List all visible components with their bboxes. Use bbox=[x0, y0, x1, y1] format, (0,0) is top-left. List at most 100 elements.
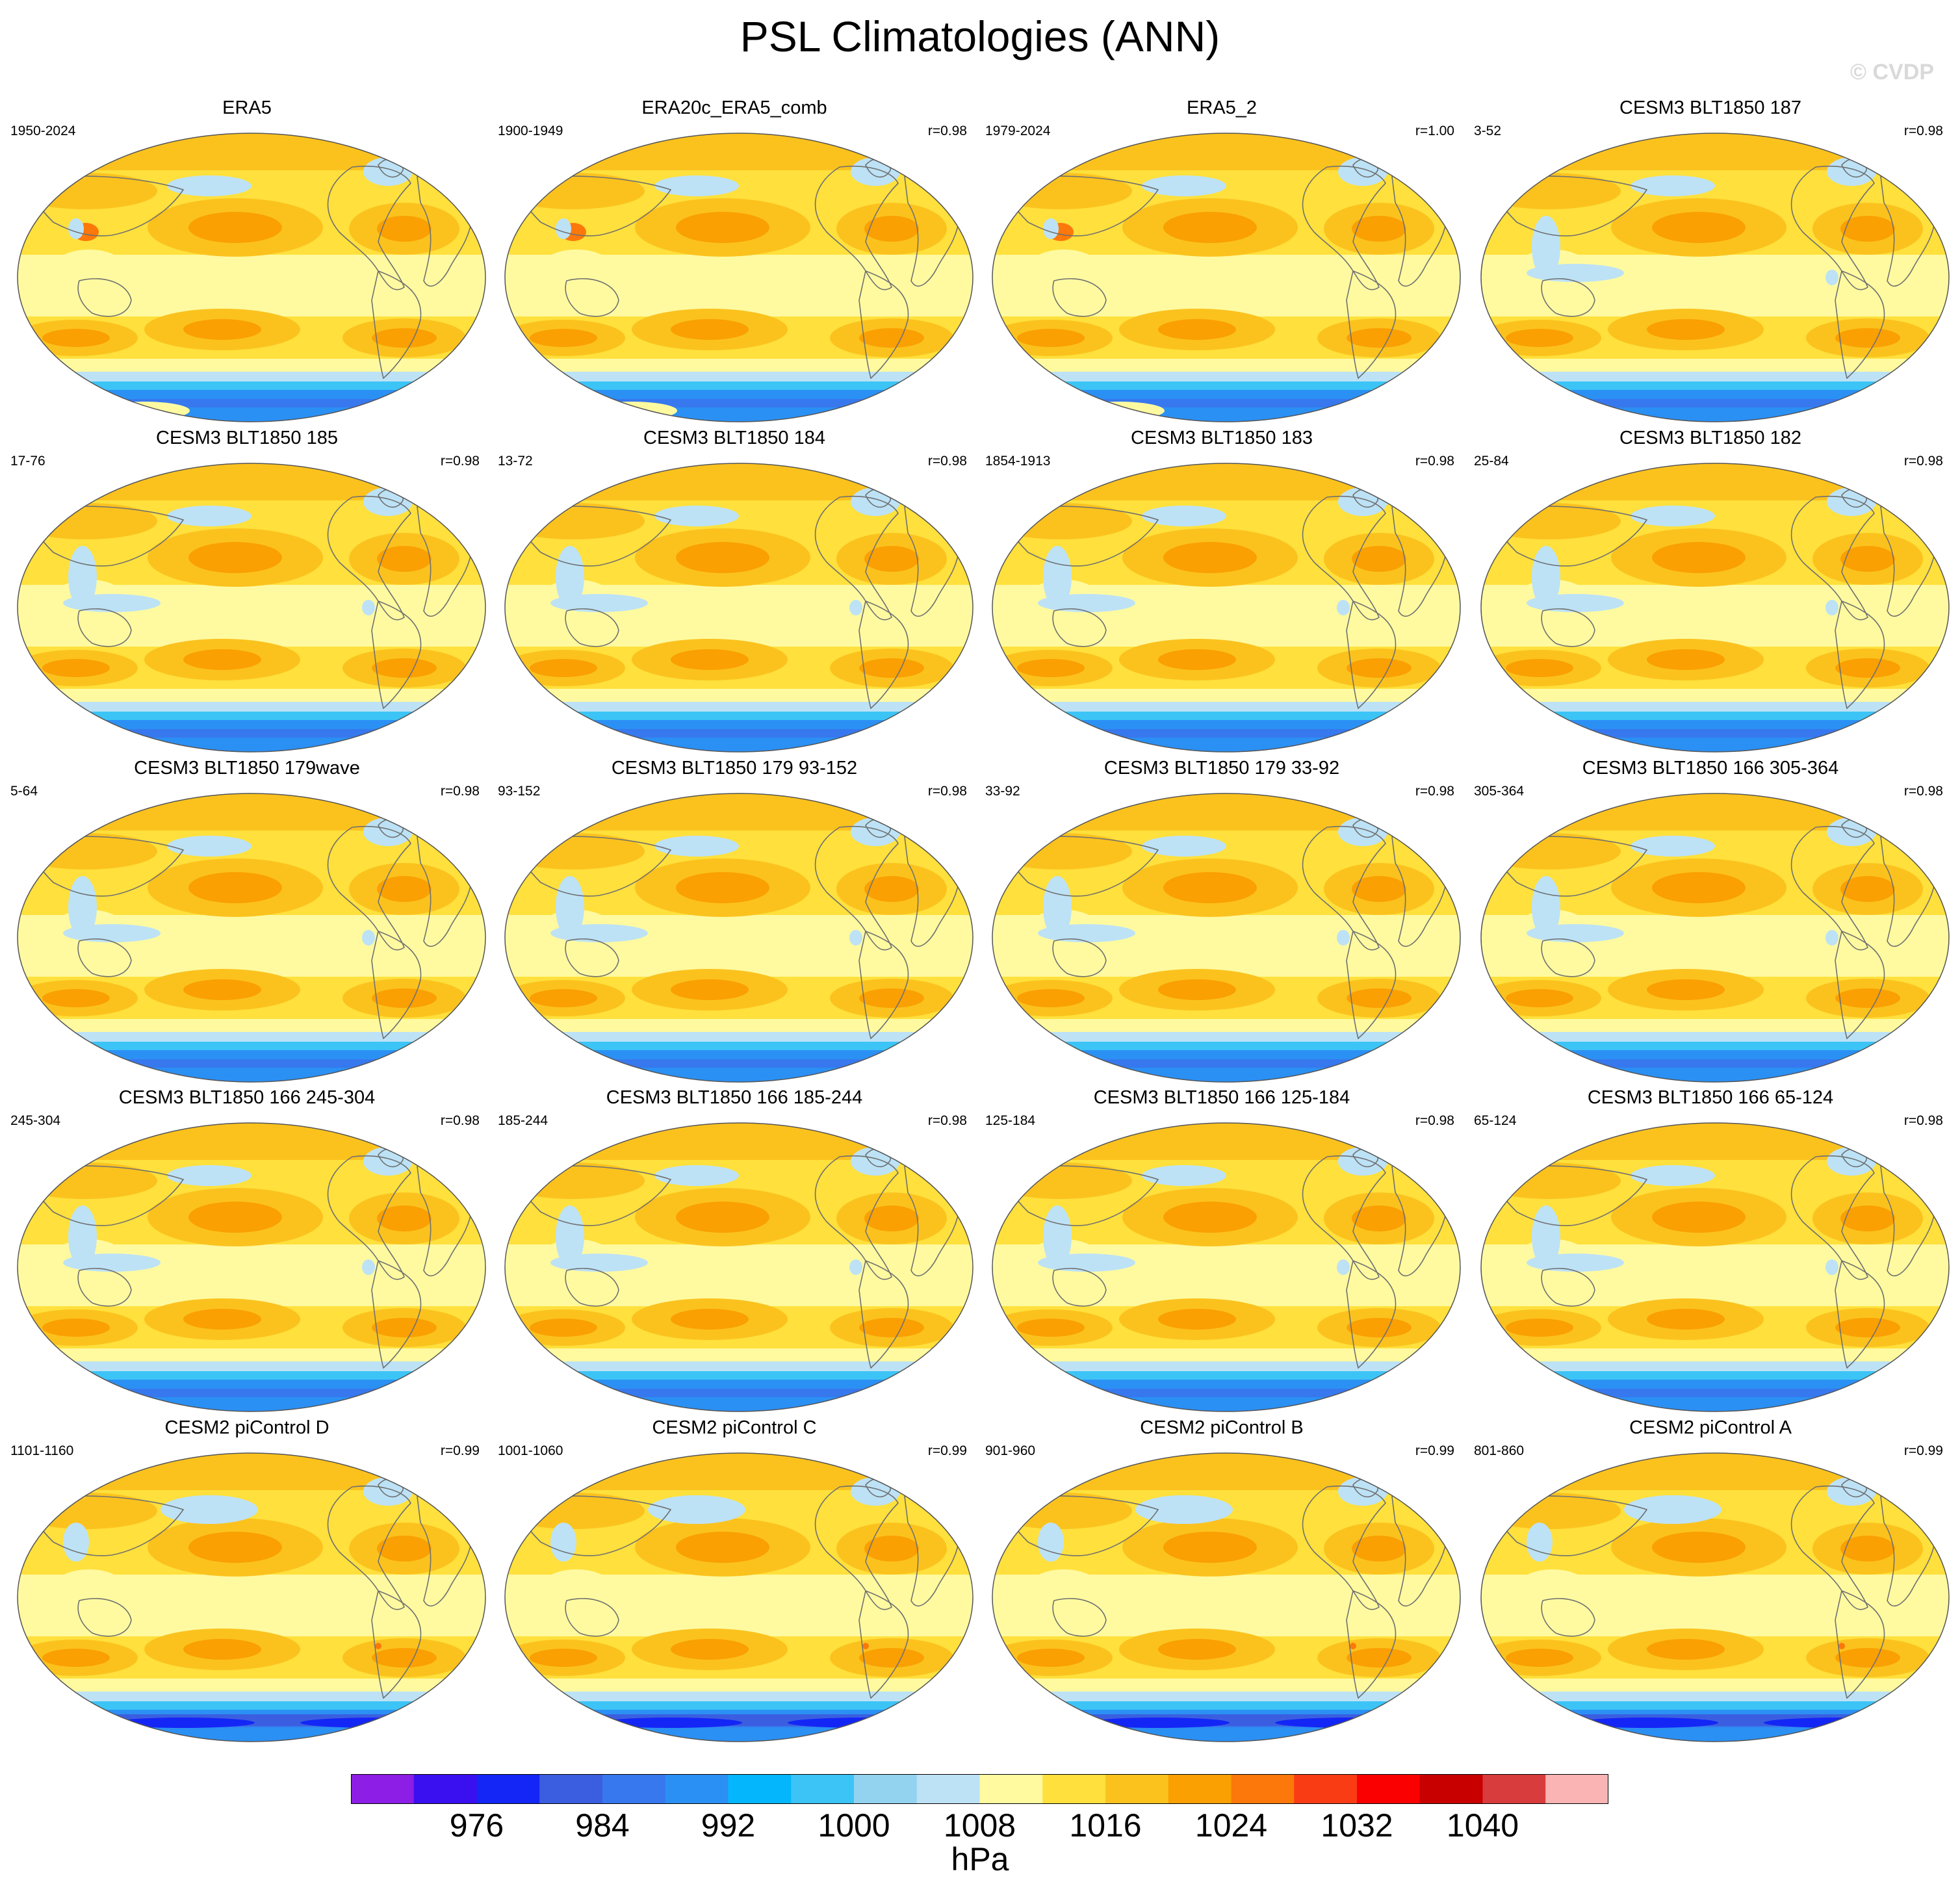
colorbar-tick-label: 984 bbox=[575, 1807, 630, 1844]
map-border bbox=[992, 1452, 1461, 1742]
psl-contour-region bbox=[1017, 1319, 1085, 1337]
psl-contour-region bbox=[1835, 1318, 1900, 1337]
coastline bbox=[1346, 270, 1397, 380]
coastline bbox=[858, 270, 909, 380]
psl-contour-region bbox=[1038, 594, 1135, 612]
psl-band bbox=[1481, 1692, 1949, 1701]
psl-band bbox=[992, 1692, 1460, 1701]
psl-contour-region bbox=[859, 658, 924, 678]
psl-contour-region bbox=[1337, 930, 1350, 946]
psl-contour-region bbox=[505, 173, 645, 209]
map-border bbox=[1480, 793, 1950, 1083]
psl-field bbox=[1481, 133, 1949, 422]
psl-contour-region bbox=[42, 329, 110, 347]
psl-contour-region bbox=[372, 1318, 437, 1337]
psl-contour-region bbox=[992, 173, 1132, 209]
panel-correlation: r=0.98 bbox=[1415, 784, 1454, 799]
psl-contour-region bbox=[862, 1643, 869, 1649]
psl-band bbox=[992, 702, 1460, 712]
panel-title: CESM2 piControl C bbox=[652, 1417, 817, 1438]
psl-contour-region bbox=[676, 542, 769, 573]
psl-contour-region bbox=[1350, 1643, 1356, 1649]
panel-title: CESM2 piControl B bbox=[1140, 1417, 1304, 1438]
psl-contour-region bbox=[188, 1532, 282, 1563]
psl-contour-region bbox=[541, 250, 612, 286]
colorbar-box bbox=[1231, 1774, 1295, 1804]
psl-band bbox=[505, 793, 973, 831]
robinson-map bbox=[992, 793, 1461, 1083]
map-panel: CESM3 BLT1850 179wave 5-64 r=0.98 bbox=[6, 758, 487, 1083]
coastline bbox=[327, 1155, 411, 1280]
psl-contour-region bbox=[1163, 1532, 1257, 1563]
map-panel: ERA20c_ERA5_comb 1900-1949 r=0.98 bbox=[494, 97, 975, 422]
psl-band bbox=[1481, 1389, 1949, 1397]
panel-period: 185-244 bbox=[498, 1113, 548, 1128]
coastline bbox=[1835, 600, 1885, 710]
psl-contour-region bbox=[849, 1259, 862, 1275]
panel-title: CESM3 BLT1850 183 bbox=[1131, 428, 1313, 448]
psl-band bbox=[18, 463, 485, 500]
panel-correlation: r=0.98 bbox=[1903, 123, 1943, 138]
psl-contour-region bbox=[1825, 600, 1838, 615]
panel-correlation: r=0.98 bbox=[927, 784, 967, 799]
psl-contour-region bbox=[505, 833, 645, 869]
map-panel: CESM3 BLT1850 187 3-52 r=0.98 bbox=[1470, 97, 1951, 422]
psl-contour-region bbox=[1652, 1202, 1746, 1233]
panel-period: 33-92 bbox=[985, 784, 1020, 799]
coastline bbox=[1302, 825, 1386, 951]
psl-contour-region bbox=[1338, 1477, 1387, 1506]
psl-contour-region bbox=[1647, 319, 1725, 340]
psl-contour-region bbox=[1652, 872, 1746, 903]
coastline bbox=[1052, 938, 1107, 977]
robinson-map bbox=[17, 1452, 486, 1742]
psl-band bbox=[1481, 1042, 1949, 1050]
psl-band bbox=[18, 1692, 485, 1701]
panel-correlation: r=0.99 bbox=[440, 1443, 480, 1458]
psl-band bbox=[1481, 1679, 1949, 1692]
psl-contour-region bbox=[1827, 818, 1876, 846]
psl-contour-region bbox=[1074, 402, 1165, 420]
psl-contour-region bbox=[1624, 1495, 1721, 1524]
psl-contour-region bbox=[1652, 1532, 1746, 1563]
colorbar-box bbox=[1105, 1774, 1169, 1804]
psl-band bbox=[992, 1050, 1460, 1059]
psl-band bbox=[18, 399, 485, 407]
coastline bbox=[327, 165, 411, 290]
psl-contour-region bbox=[1827, 487, 1876, 516]
robinson-map bbox=[1480, 1452, 1950, 1742]
map-panel: CESM3 BLT1850 179 33-92 33-92 r=0.98 bbox=[981, 758, 1462, 1083]
map-border bbox=[17, 1122, 486, 1412]
coastline bbox=[514, 1165, 672, 1226]
panel-correlation: r=0.99 bbox=[1415, 1443, 1454, 1458]
map-panel: CESM3 BLT1850 185 17-76 r=0.98 bbox=[6, 428, 487, 753]
psl-contour-region bbox=[1481, 1493, 1621, 1529]
colorbar-box bbox=[1294, 1774, 1358, 1804]
psl-band bbox=[505, 720, 973, 729]
panel-title: CESM3 BLT1850 179 33-92 bbox=[1103, 758, 1340, 779]
psl-contour-region bbox=[63, 1254, 161, 1272]
psl-contour-region bbox=[1142, 506, 1226, 526]
psl-contour-region bbox=[1827, 1477, 1876, 1506]
coastline bbox=[371, 270, 422, 380]
psl-contour-region bbox=[363, 487, 413, 516]
panel-period: 305-364 bbox=[1474, 784, 1525, 799]
psl-contour-region bbox=[1631, 1165, 1715, 1186]
coastline bbox=[1001, 1495, 1159, 1556]
map-border bbox=[504, 1122, 974, 1412]
psl-band bbox=[18, 1361, 485, 1371]
psl-band bbox=[1481, 1701, 1949, 1710]
coastline bbox=[327, 1485, 411, 1610]
psl-band bbox=[505, 1123, 973, 1160]
psl-band bbox=[1481, 1050, 1949, 1059]
psl-field bbox=[505, 463, 973, 752]
coastline bbox=[1790, 1155, 1875, 1280]
panel-correlation: r=0.98 bbox=[1415, 1113, 1454, 1128]
psl-contour-region bbox=[167, 175, 251, 196]
map-border bbox=[17, 1452, 486, 1742]
psl-contour-region bbox=[363, 1147, 413, 1176]
coastline bbox=[814, 1485, 899, 1610]
psl-band bbox=[1481, 712, 1949, 720]
colorbar-box bbox=[791, 1774, 855, 1804]
psl-contour-region bbox=[530, 989, 597, 1007]
psl-band bbox=[18, 372, 485, 381]
